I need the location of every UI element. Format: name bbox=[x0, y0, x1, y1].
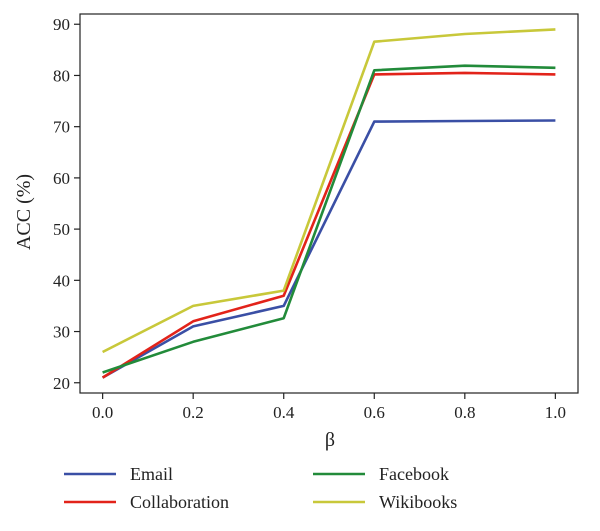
x-tick-label: 0.8 bbox=[454, 403, 475, 422]
series-lines bbox=[101, 28, 556, 379]
y-tick-label: 60 bbox=[53, 169, 70, 188]
legend-label-email: Email bbox=[130, 464, 173, 484]
series-line-email bbox=[101, 119, 556, 379]
y-tick-label: 50 bbox=[53, 220, 70, 239]
y-tick-label: 40 bbox=[53, 271, 70, 290]
y-tick-label: 80 bbox=[53, 66, 70, 85]
legend-label-collaboration: Collaboration bbox=[130, 492, 229, 512]
series-line-wikibooks bbox=[102, 28, 556, 354]
x-tick-label: 1.0 bbox=[545, 403, 566, 422]
legend-label-facebook: Facebook bbox=[379, 464, 449, 484]
y-tick-label: 20 bbox=[53, 374, 70, 393]
x-tick-label: 0.2 bbox=[183, 403, 204, 422]
axes: 0.0 0.2 0.4 0.6 0.8 1.0 20 30 40 50 60 70 80 90 bbox=[53, 13, 579, 422]
series-line-facebook bbox=[102, 64, 556, 374]
x-tick-label: 0.0 bbox=[92, 403, 113, 422]
plot-frame bbox=[79, 13, 579, 394]
legend: Email Collaboration Facebook Wikibooks bbox=[64, 464, 457, 512]
y-tick-label: 70 bbox=[53, 118, 70, 137]
y-axis-title: ACC (%) bbox=[13, 174, 35, 250]
y-tick-label: 90 bbox=[53, 15, 70, 34]
series-line-collaboration bbox=[101, 71, 556, 379]
y-tick-label: 30 bbox=[53, 323, 70, 342]
x-tick-label: 0.4 bbox=[273, 403, 295, 422]
x-axis-title: β bbox=[325, 429, 335, 451]
legend-label-wikibooks: Wikibooks bbox=[379, 492, 457, 512]
x-tick-label: 0.6 bbox=[364, 403, 385, 422]
